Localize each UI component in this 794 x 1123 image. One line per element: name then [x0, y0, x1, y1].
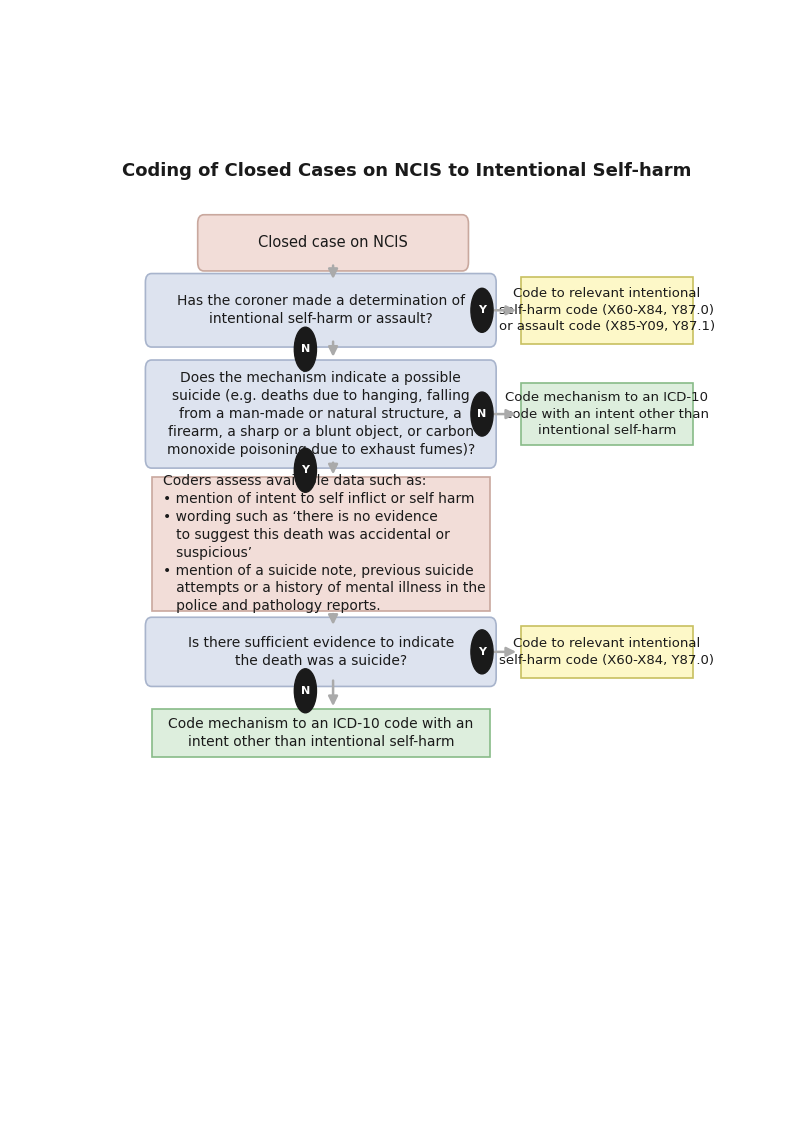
Text: N: N	[301, 686, 310, 696]
Text: Code mechanism to an ICD-10 code with an
intent other than intentional self-harm: Code mechanism to an ICD-10 code with an…	[168, 718, 473, 749]
FancyBboxPatch shape	[152, 710, 490, 757]
Text: Code to relevant intentional
self-harm code (X60-X84, Y87.0): Code to relevant intentional self-harm c…	[499, 637, 715, 667]
FancyBboxPatch shape	[145, 618, 496, 686]
Text: Closed case on NCIS: Closed case on NCIS	[258, 236, 408, 250]
Text: N: N	[301, 345, 310, 354]
Text: Code to relevant intentional
self-harm code (X60-X84, Y87.0)
or assault code (X8: Code to relevant intentional self-harm c…	[499, 287, 715, 334]
Text: Coders assess available data such as:
• mention of intent to self inflict or sel: Coders assess available data such as: • …	[163, 474, 485, 613]
Text: Has the coroner made a determination of
intentional self-harm or assault?: Has the coroner made a determination of …	[177, 294, 464, 326]
Ellipse shape	[471, 630, 493, 674]
Ellipse shape	[295, 669, 317, 713]
FancyBboxPatch shape	[145, 360, 496, 468]
Ellipse shape	[295, 448, 317, 492]
FancyBboxPatch shape	[521, 276, 693, 344]
FancyBboxPatch shape	[145, 274, 496, 347]
Text: Y: Y	[302, 465, 310, 475]
Ellipse shape	[295, 327, 317, 372]
Text: N: N	[477, 409, 487, 419]
Ellipse shape	[471, 392, 493, 436]
Text: Does the mechanism indicate a possible
suicide (e.g. deaths due to hanging, fall: Does the mechanism indicate a possible s…	[167, 372, 475, 457]
Text: Y: Y	[478, 305, 486, 316]
FancyBboxPatch shape	[152, 477, 490, 611]
Text: Y: Y	[478, 647, 486, 657]
FancyBboxPatch shape	[198, 214, 468, 271]
Text: Is there sufficient evidence to indicate
the death was a suicide?: Is there sufficient evidence to indicate…	[187, 636, 454, 668]
FancyBboxPatch shape	[521, 383, 693, 445]
Ellipse shape	[471, 289, 493, 332]
FancyBboxPatch shape	[521, 626, 693, 678]
Text: Code mechanism to an ICD-10
code with an intent other than
intentional self-harm: Code mechanism to an ICD-10 code with an…	[505, 391, 709, 437]
Text: Coding of Closed Cases on NCIS to Intentional Self-harm: Coding of Closed Cases on NCIS to Intent…	[122, 162, 692, 180]
